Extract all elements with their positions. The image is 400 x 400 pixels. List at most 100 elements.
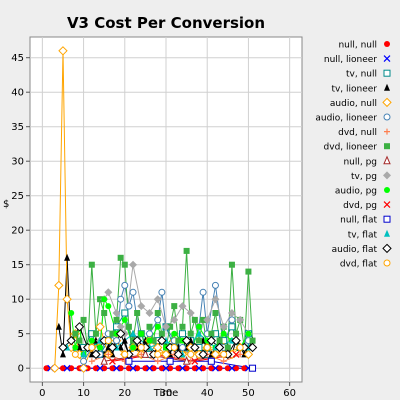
data-point (97, 296, 104, 303)
data-point (121, 316, 128, 323)
legend-label: audio, flat (332, 245, 378, 255)
legend-label: dvd, flat (340, 260, 378, 270)
y-tick-label: 40 (11, 88, 24, 99)
data-point (195, 364, 203, 372)
legend-item: null, null (338, 41, 390, 51)
data-point (59, 365, 66, 372)
data-point (80, 316, 87, 323)
legend-label: null, lioneer (324, 55, 377, 65)
data-point (150, 337, 157, 344)
data-point (200, 365, 207, 372)
data-point (121, 309, 129, 317)
data-point (154, 323, 161, 330)
data-point (145, 309, 154, 317)
data-point (54, 280, 64, 291)
data-point (224, 365, 231, 372)
legend-label: null, flat (340, 216, 377, 226)
legend-item: null, flat (340, 215, 391, 226)
data-point (62, 294, 72, 304)
data-point (130, 329, 137, 337)
data-point (154, 310, 161, 316)
data-point (154, 350, 162, 358)
data-point (233, 330, 240, 337)
data-point (171, 303, 178, 310)
data-point (245, 268, 252, 275)
data-point (170, 344, 178, 351)
x-tick-label: 0 (39, 388, 45, 399)
data-point (187, 350, 195, 358)
series-markers (43, 46, 258, 373)
data-point (191, 357, 199, 365)
data-point (92, 365, 99, 372)
data-point (216, 337, 223, 344)
data-point (117, 343, 124, 351)
data-point (173, 349, 184, 360)
data-point (104, 288, 113, 297)
data-point (158, 330, 165, 337)
data-point (113, 316, 120, 323)
data-point (121, 336, 128, 344)
data-point (198, 349, 208, 360)
data-point (108, 357, 116, 365)
legend-item: audio, null (330, 97, 392, 109)
data-point (125, 357, 133, 365)
y-axis-ticks: 0 5 10 15 20 25 30 35 40 45 (11, 53, 30, 375)
data-point (190, 342, 200, 353)
data-point (211, 295, 220, 304)
data-point (76, 337, 83, 344)
data-point (113, 337, 121, 345)
data-point (208, 365, 215, 372)
legend-marker (384, 41, 390, 47)
x-tick-label: 30 (160, 388, 173, 399)
data-point (104, 337, 112, 345)
data-point (125, 365, 132, 372)
data-point (129, 288, 137, 296)
data-point (186, 309, 195, 317)
data-point (179, 323, 186, 330)
data-point (146, 323, 153, 330)
data-point (80, 357, 88, 365)
data-point (233, 365, 240, 372)
data-point (249, 364, 257, 372)
data-point (181, 335, 192, 346)
legend-marker (384, 128, 390, 135)
data-point (100, 356, 108, 365)
legend-label: tv, pg (351, 172, 377, 182)
x-axis-ticks: 0 10 20 30 40 50 60 (39, 382, 296, 399)
data-point (88, 344, 96, 351)
legend-label: dvd, null (338, 128, 377, 138)
legend-item: audio, flat (332, 243, 392, 255)
data-point (161, 349, 171, 360)
data-point (134, 310, 141, 316)
series-points-null-lioneer (47, 364, 252, 372)
data-point (138, 330, 145, 337)
data-point (101, 365, 108, 372)
data-point (228, 364, 236, 372)
series-points-dvd-flat (71, 337, 244, 358)
x-axis-label: Time (153, 388, 178, 399)
data-point (88, 358, 95, 365)
data-point (109, 330, 116, 337)
data-point (134, 365, 141, 372)
data-point (80, 350, 87, 358)
legend-item: null, lioneer (324, 55, 391, 65)
data-point (78, 363, 89, 373)
data-point (63, 364, 71, 372)
x-tick-label: 10 (77, 388, 90, 399)
data-point (182, 356, 191, 365)
x-tick-label: 40 (201, 388, 214, 399)
data-point (203, 344, 211, 351)
data-point (224, 344, 231, 351)
chart-title: V3 Cost Per Conversion (67, 14, 265, 32)
data-point (206, 335, 217, 346)
data-point (228, 323, 236, 331)
data-point (154, 316, 162, 324)
legend-label: null, pg (343, 157, 377, 167)
legend-label: dvd, lioneer (324, 143, 378, 153)
y-tick-label: 15 (11, 260, 24, 271)
data-point (50, 363, 60, 373)
data-point (178, 302, 187, 311)
legend-item: dvd, lioneer (324, 143, 390, 153)
